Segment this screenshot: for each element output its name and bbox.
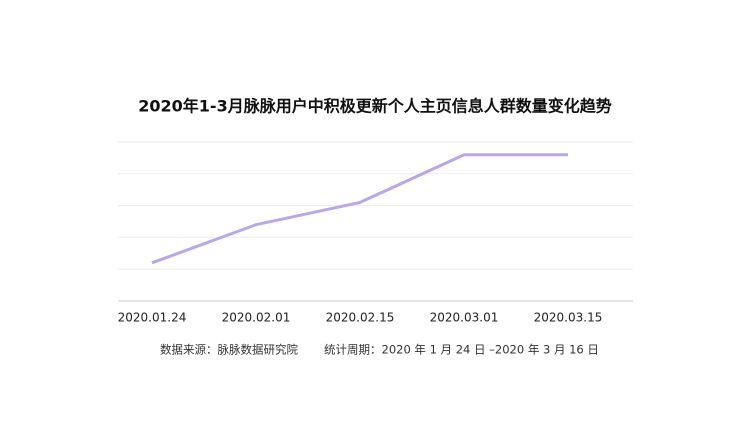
- x-tick-label: 2020.02.15: [326, 311, 395, 325]
- chart-title: 2020年1-3月脉脉用户中积极更新个人主页信息人群数量变化趋势: [138, 97, 611, 116]
- data-line: [151, 153, 568, 265]
- x-tick-label: 2020.02.01: [222, 311, 291, 325]
- source-note: 数据来源：脉脉数据研究院: [160, 343, 298, 357]
- x-tick-label: 2020.03.01: [430, 311, 499, 325]
- x-tick-label: 2020.01.24: [118, 311, 187, 325]
- x-tick-label: 2020.03.15: [534, 311, 603, 325]
- period-note: 统计周期：2020 年 1 月 24 日 –2020 年 3 月 16 日: [324, 343, 599, 357]
